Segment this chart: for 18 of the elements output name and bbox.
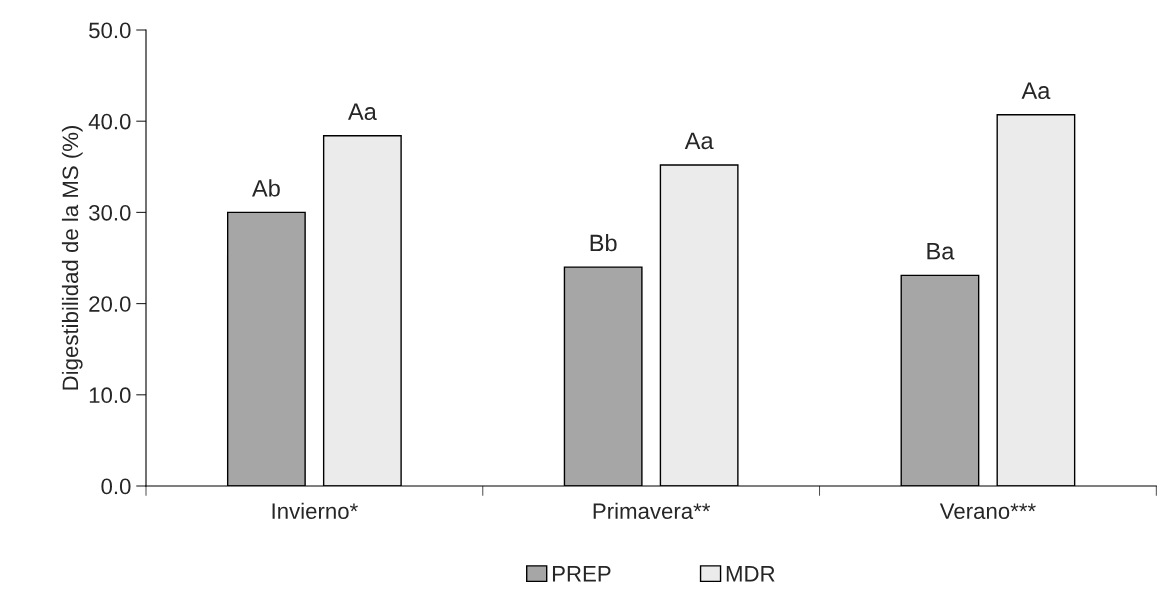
- data-label: Aa: [1021, 82, 1051, 100]
- y-tick-label: 20.0: [89, 296, 131, 312]
- y-tick-label: 0.0: [101, 478, 131, 495]
- y-tick-label: 50.0: [89, 22, 131, 39]
- legend-label: MDR: [726, 566, 775, 582]
- y-tick-label: 30.0: [89, 204, 131, 221]
- y-tick-label: 10.0: [89, 387, 131, 404]
- y-axis-title: Digestibilidad de la MS (%): [61, 125, 83, 390]
- x-tick-label: Primavera**: [593, 502, 711, 519]
- data-label: Aa: [347, 103, 377, 121]
- y-tick-label: 40.0: [88, 113, 131, 130]
- data-label: Bb: [590, 234, 617, 252]
- legend-label: PREP: [552, 566, 611, 582]
- x-tick-label: Verano***: [939, 503, 1036, 519]
- data-label: Ba: [927, 243, 955, 260]
- x-tick-label: Invierno*: [272, 502, 358, 519]
- data-label: Ab: [252, 179, 280, 197]
- data-label: Aa: [684, 132, 714, 150]
